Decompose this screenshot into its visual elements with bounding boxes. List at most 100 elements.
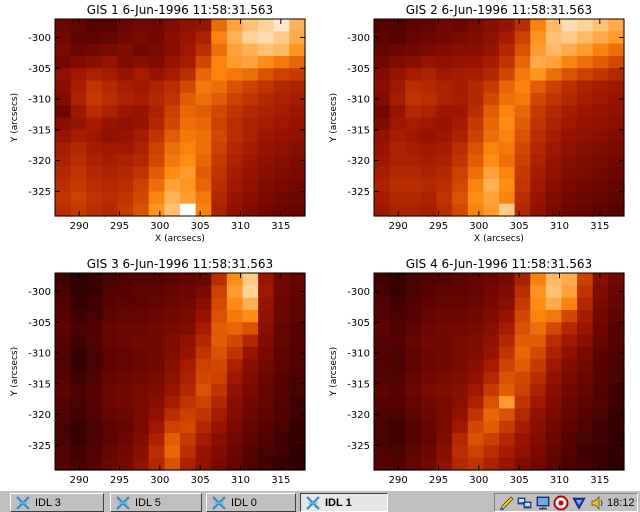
taskbar-button-idl-3[interactable]: IDL 3: [10, 493, 104, 512]
heatmap-cell: [561, 68, 578, 82]
heatmap-cell: [101, 420, 119, 434]
heatmap-cell: [374, 80, 391, 94]
heatmap-cell: [436, 371, 453, 385]
heatmap-cell: [55, 92, 72, 106]
heatmap-cell: [101, 166, 119, 180]
heatmap-cell: [101, 445, 119, 459]
heatmap-cell: [608, 334, 625, 348]
heatmap-cell: [405, 142, 422, 156]
speaker-icon[interactable]: [589, 495, 605, 511]
heatmap-cell: [545, 273, 563, 286]
heatmap-cell: [70, 445, 87, 459]
heatmap-cell: [117, 420, 134, 434]
monitor-icon[interactable]: [535, 495, 551, 511]
taskbar-button-idl-1[interactable]: IDL 1: [300, 493, 388, 512]
heatmap-cell: [374, 433, 391, 446]
heatmap-cell: [545, 371, 563, 385]
heatmap-cell: [420, 154, 438, 168]
x-tick-label: 310: [550, 475, 569, 486]
heatmap-cell: [117, 80, 134, 94]
heatmap-cell: [101, 396, 119, 410]
heatmap-cell: [195, 346, 212, 360]
shield-icon[interactable]: [571, 495, 587, 511]
heatmap-cell: [436, 191, 453, 205]
heatmap-cell: [467, 273, 484, 286]
heatmap-cell: [452, 273, 469, 286]
heatmap-cell: [405, 166, 422, 180]
heatmap-cell: [195, 19, 212, 32]
heatmap-cell: [180, 383, 197, 397]
heatmap-cell: [405, 433, 422, 446]
heatmap-cell: [561, 31, 578, 45]
x-tick-label: 295: [110, 221, 129, 232]
record-icon[interactable]: [553, 495, 569, 511]
heatmap-cell: [483, 31, 500, 45]
heatmap-cell: [577, 346, 594, 360]
heatmap-cell: [242, 179, 259, 192]
heatmap-cell: [592, 309, 609, 323]
heatmap-cell: [101, 179, 119, 192]
heatmap-cell: [530, 105, 547, 119]
x-axis-label: X (arcsecs): [474, 234, 524, 244]
heatmap-cell: [467, 396, 484, 410]
heatmap-cell: [514, 105, 531, 119]
heatmap-cell: [242, 43, 259, 57]
heatmap-cell: [608, 117, 625, 131]
heatmap-cell: [148, 117, 165, 131]
heatmap-cell: [436, 92, 453, 106]
heatmap-cell: [55, 285, 72, 299]
y-tick-label: -320: [28, 410, 51, 421]
y-tick-label: -320: [28, 156, 51, 167]
heatmap-cell: [117, 117, 134, 131]
heatmap-cell: [467, 346, 484, 360]
heatmap-cell: [70, 297, 87, 311]
heatmap-cell: [273, 80, 290, 94]
heatmap-cell: [592, 19, 609, 32]
y-tick-label: -325: [28, 441, 51, 452]
heatmap-cell: [452, 334, 469, 348]
heatmap-cell: [289, 166, 306, 180]
heatmap-cell: [195, 445, 212, 459]
heatmap-cell: [180, 359, 197, 373]
heatmap-cell: [86, 346, 103, 360]
heatmap-cell: [133, 371, 150, 385]
heatmap-cell: [133, 322, 150, 336]
heatmap-cell: [164, 55, 181, 69]
heatmap-cell: [530, 273, 547, 286]
heatmap-cell: [420, 142, 438, 156]
heatmap-cell: [242, 297, 259, 311]
heatmap-cell: [561, 334, 578, 348]
heatmap-cell: [273, 297, 290, 311]
heatmap-cell: [608, 433, 625, 446]
heatmap-cell: [452, 322, 469, 336]
heatmap-cell: [420, 297, 438, 311]
heatmap-cell: [211, 457, 228, 471]
heatmap-cell: [148, 445, 165, 459]
heatmap-cell: [608, 309, 625, 323]
heatmap-cell: [592, 80, 609, 94]
heatmap-cell: [258, 408, 275, 422]
heatmap-cell: [514, 285, 531, 299]
heatmap-cell: [545, 154, 563, 168]
pen-icon[interactable]: [499, 495, 515, 511]
heatmap-cell: [55, 346, 72, 360]
heatmap-cell: [164, 445, 181, 459]
heatmap-cell: [148, 19, 165, 32]
heatmap-cell: [514, 203, 531, 217]
heatmap-cell: [164, 31, 181, 45]
heatmap-cell: [530, 359, 547, 373]
heatmap-cell: [405, 359, 422, 373]
taskbar-button-idl-0[interactable]: IDL 0: [206, 493, 296, 512]
heatmap-cell: [101, 433, 119, 446]
heatmap-cell: [483, 297, 500, 311]
heatmap-cell: [117, 68, 134, 82]
network-icon[interactable]: [517, 495, 533, 511]
heatmap-cell: [86, 31, 103, 45]
taskbar-button-idl-5[interactable]: IDL 5: [110, 493, 202, 512]
heatmap-cell: [592, 383, 609, 397]
heatmap-cell: [592, 322, 609, 336]
heatmap-cell: [436, 68, 453, 82]
heatmap-cell: [592, 297, 609, 311]
heatmap-cell: [226, 420, 244, 434]
heatmap-cell: [195, 322, 212, 336]
